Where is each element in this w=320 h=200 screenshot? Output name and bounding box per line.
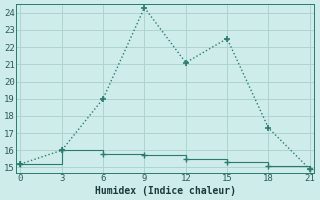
X-axis label: Humidex (Indice chaleur): Humidex (Indice chaleur): [95, 186, 236, 196]
